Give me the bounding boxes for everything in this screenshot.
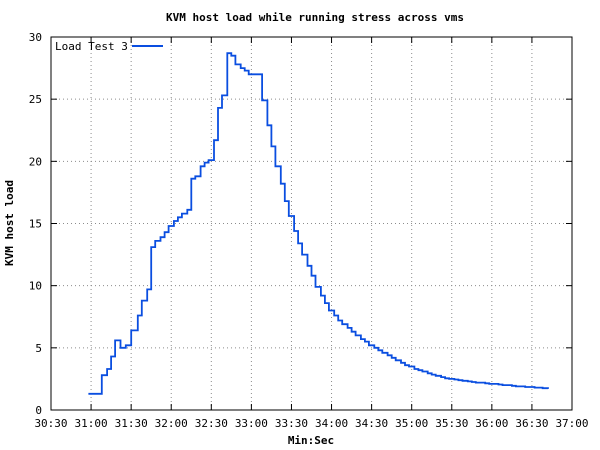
chart-title: KVM host load while running stress acros… [166, 11, 464, 24]
x-tick-label: 34:30 [355, 417, 388, 430]
series-layer [88, 52, 549, 395]
x-tick-label: 33:30 [275, 417, 308, 430]
series-line [88, 52, 549, 395]
x-tick-label: 35:30 [435, 417, 468, 430]
x-tick-label: 36:30 [515, 417, 548, 430]
x-axis-label: Min:Sec [288, 434, 334, 447]
y-axis: 0 5 10 15 20 25 30 [29, 31, 572, 417]
x-tick-label: 31:30 [115, 417, 148, 430]
legend: Load Test 3 [55, 40, 163, 53]
x-tick-label: 32:00 [155, 417, 188, 430]
x-tick-label: 36:00 [475, 417, 508, 430]
x-tick-label: 31:00 [75, 417, 108, 430]
x-tick-label: 32:30 [195, 417, 228, 430]
y-tick-label: 0 [35, 404, 42, 417]
y-axis-label: KVM host load [3, 180, 16, 266]
legend-label: Load Test 3 [55, 40, 128, 53]
y-tick-label: 30 [29, 31, 42, 44]
x-tick-label: 33:00 [235, 417, 268, 430]
x-tick-label: 30:30 [34, 417, 67, 430]
y-tick-label: 20 [29, 155, 42, 168]
y-tick-label: 10 [29, 280, 42, 293]
y-tick-label: 25 [29, 93, 42, 106]
y-tick-label: 15 [29, 218, 42, 231]
x-tick-label: 35:00 [395, 417, 428, 430]
x-axis: 30:30 31:00 31:30 32:00 32:30 33:00 33:30 34:00… [34, 37, 589, 430]
grid [51, 37, 572, 410]
x-tick-label: 37:00 [555, 417, 588, 430]
x-tick-label: 34:00 [315, 417, 348, 430]
y-tick-label: 5 [35, 342, 42, 355]
